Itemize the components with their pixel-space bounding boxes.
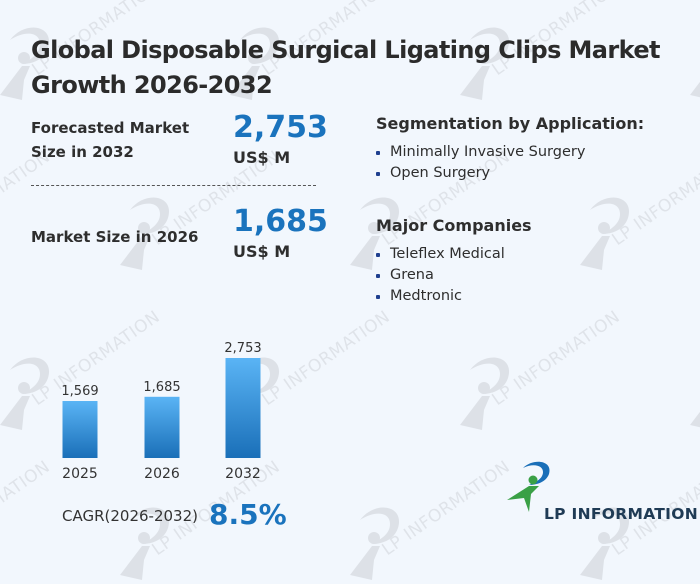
watermark-text: LP INFORMATION bbox=[608, 146, 700, 250]
companies-list: Teleflex Medical Grena Medtronic bbox=[376, 244, 505, 307]
watermark-logo-icon bbox=[350, 507, 400, 580]
company-item: Grena bbox=[376, 265, 505, 286]
watermark-logo-icon bbox=[690, 81, 700, 98]
current-unit: US$ M bbox=[233, 242, 291, 261]
page-title: Global Disposable Surgical Ligating Clip… bbox=[31, 36, 661, 99]
watermark-text: LP INFORMATION bbox=[378, 456, 514, 560]
cagr-label: CAGR(2026-2032) bbox=[62, 507, 198, 525]
cagr-value: 8.5% bbox=[209, 498, 287, 531]
forecast-value: 2,753 bbox=[233, 110, 328, 145]
bullet-icon bbox=[376, 151, 380, 155]
bar-value-label: 1,569 bbox=[61, 384, 98, 399]
company-item: Teleflex Medical bbox=[376, 244, 505, 265]
segmentation-title: Segmentation by Application: bbox=[376, 114, 645, 133]
bar-2026 bbox=[144, 396, 180, 458]
watermark: LP INFORMATION bbox=[690, 20, 700, 104]
bar-value-label: 2,753 bbox=[224, 341, 261, 356]
bullet-icon bbox=[376, 172, 380, 176]
watermark: LP INFORMATION bbox=[580, 147, 700, 274]
bar-2032 bbox=[225, 358, 261, 458]
lp-information-logo-icon bbox=[507, 461, 550, 512]
watermark: LP INFORMATION bbox=[690, 350, 700, 434]
bullet-icon bbox=[376, 295, 380, 299]
logo-text: LP INFORMATION bbox=[544, 505, 698, 523]
market-size-bar-chart: 1,569 2025 1,685 2026 2,753 2032 bbox=[61, 341, 261, 482]
watermark-text: LP INFORMATION bbox=[488, 306, 624, 410]
bar-2025 bbox=[62, 401, 98, 458]
x-tick-label: 2025 bbox=[62, 466, 98, 482]
segmentation-list: Minimally Invasive Surgery Open Surgery bbox=[376, 142, 585, 184]
watermark-logo-icon bbox=[690, 411, 700, 428]
companies-title: Major Companies bbox=[376, 216, 532, 235]
bullet-icon bbox=[376, 253, 380, 257]
current-label: Market Size in 2026 bbox=[31, 228, 199, 246]
forecast-label: Forecasted Market Size in 2032 bbox=[31, 119, 190, 161]
x-tick-label: 2026 bbox=[144, 466, 180, 482]
watermark-logo-icon bbox=[580, 197, 630, 270]
watermark-logo-icon bbox=[460, 357, 510, 430]
current-value: 1,685 bbox=[233, 204, 328, 239]
watermark: LP INFORMATION bbox=[350, 457, 514, 584]
company-item: Medtronic bbox=[376, 286, 505, 307]
kpi-divider bbox=[31, 185, 316, 186]
x-tick-label: 2032 bbox=[225, 466, 261, 482]
bar-value-label: 1,685 bbox=[143, 380, 180, 395]
watermark: LP INFORMATION bbox=[460, 307, 624, 434]
segmentation-item: Minimally Invasive Surgery bbox=[376, 142, 585, 163]
bullet-icon bbox=[376, 274, 380, 278]
forecast-unit: US$ M bbox=[233, 148, 291, 167]
segmentation-item: Open Surgery bbox=[376, 163, 585, 184]
